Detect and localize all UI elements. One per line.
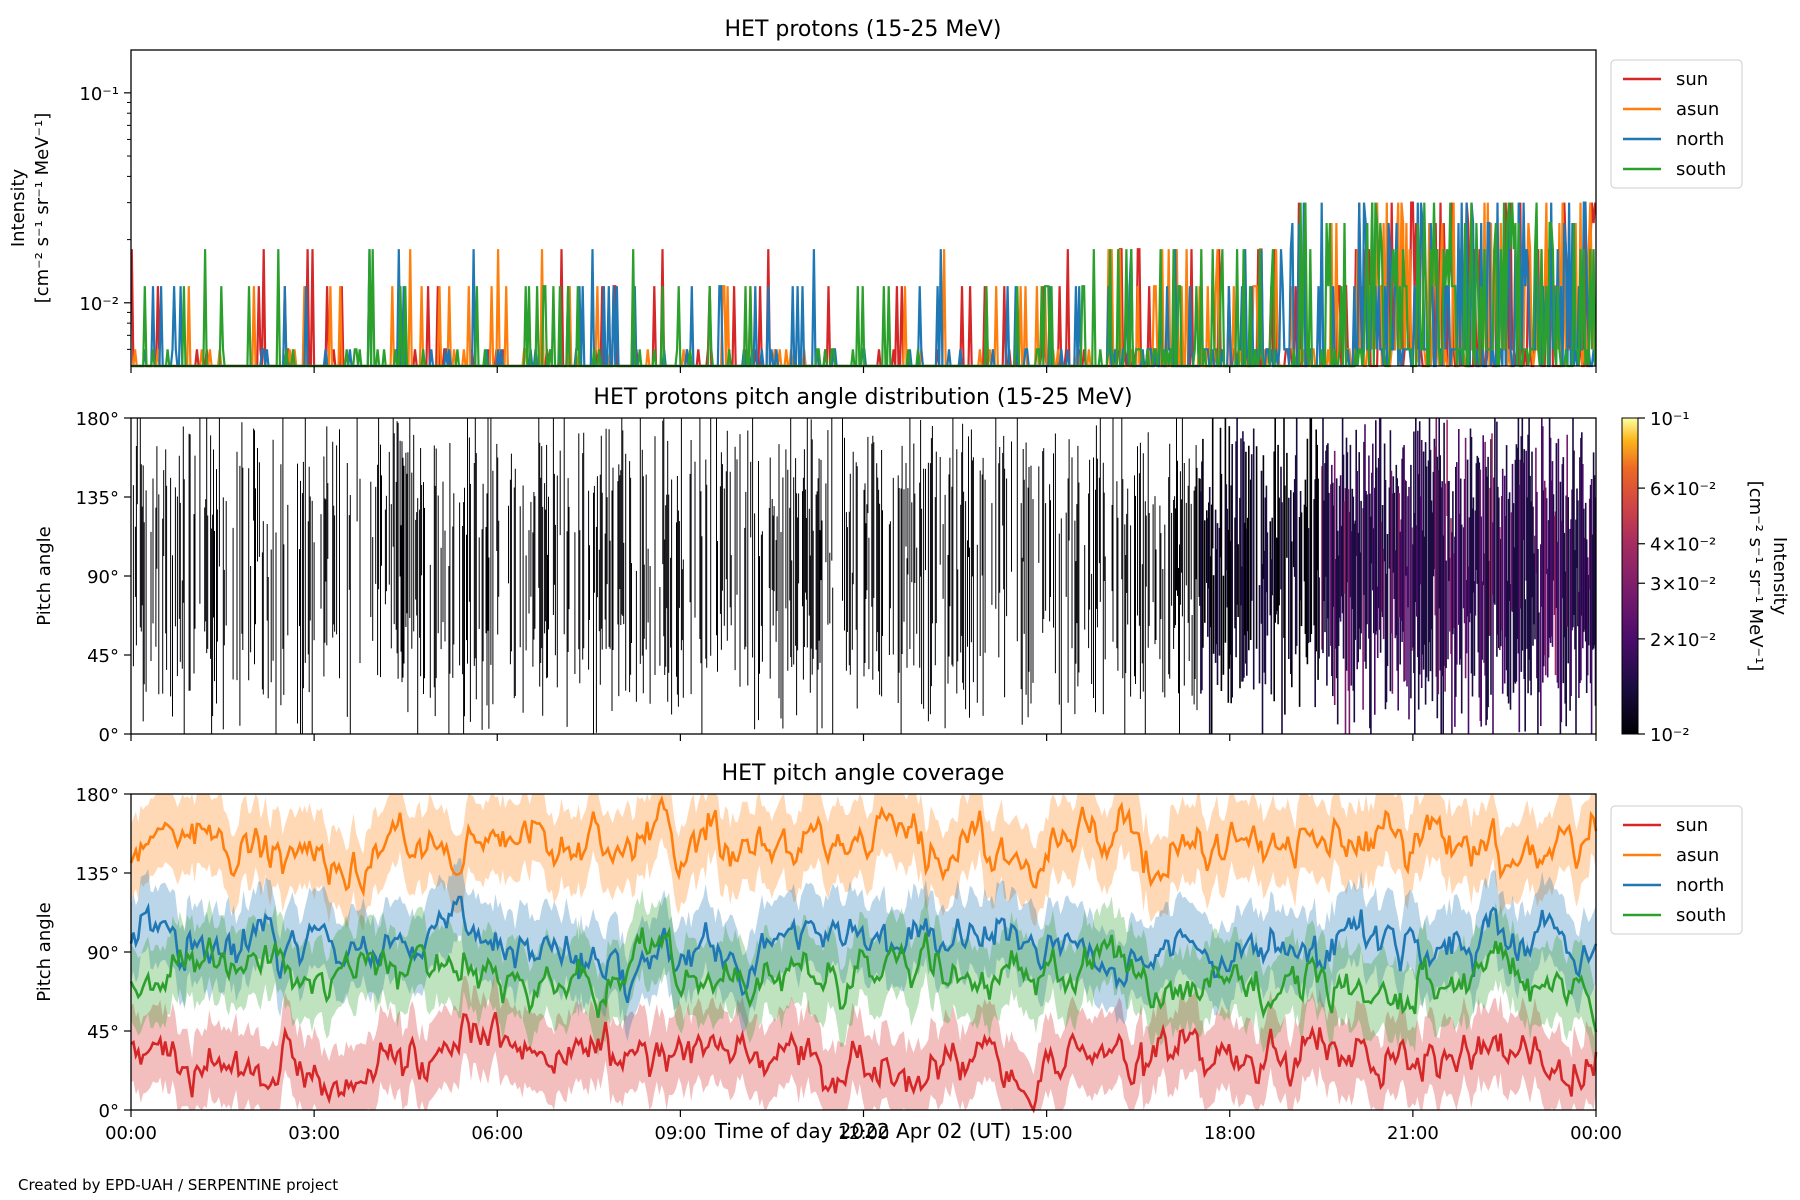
colorbar-tick-label: 6×10⁻² bbox=[1650, 479, 1716, 500]
series-south bbox=[129, 926, 1598, 1033]
panel1-title: HET protons (15-25 MeV) bbox=[725, 17, 1002, 42]
y-tick-label: 90° bbox=[87, 567, 119, 588]
colorbar-tick-label: 2×10⁻² bbox=[1650, 630, 1716, 651]
y-tick-label: 135° bbox=[76, 488, 119, 509]
panel2-xticks bbox=[130, 734, 1597, 741]
legend-label-north: north bbox=[1676, 875, 1724, 896]
y-tick-label: 45° bbox=[87, 1022, 119, 1043]
x-tick-label: 15:00 bbox=[1021, 1123, 1073, 1144]
panel3-ylabel: Pitch angle bbox=[34, 902, 55, 1001]
panel3-title: HET pitch angle coverage bbox=[722, 761, 1005, 786]
panel3-legend: sun asun north south bbox=[1610, 805, 1743, 935]
band-sun bbox=[131, 973, 1596, 1110]
legend-label-asun: asun bbox=[1676, 845, 1719, 866]
legend-label-south: south bbox=[1676, 905, 1726, 926]
legend-label-sun: sun bbox=[1676, 69, 1708, 90]
panel1-series bbox=[130, 201, 1597, 368]
panel-intensity: HET protons (15-25 MeV) 10⁻¹ 10⁻² Intensi… bbox=[8, 17, 1743, 373]
legend-box bbox=[1610, 59, 1743, 189]
panel3-yticks: 0° 45° 90° 135° 180° bbox=[76, 785, 131, 1122]
colorbar-tick-label: 10⁻² bbox=[1650, 725, 1690, 746]
panel3-series bbox=[129, 794, 1598, 1114]
x-tick-label: 00:00 bbox=[1570, 1123, 1622, 1144]
band-north bbox=[131, 858, 1596, 1042]
colorbar-label-line1: Intensity bbox=[1769, 537, 1790, 616]
y-tick-label: 180° bbox=[76, 785, 119, 806]
legend-label-sun: sun bbox=[1676, 815, 1708, 836]
legend-label-asun: asun bbox=[1676, 99, 1719, 120]
x-tick-label: 21:00 bbox=[1387, 1123, 1439, 1144]
y-tick-label: 135° bbox=[76, 864, 119, 885]
panel2-title: HET protons pitch angle distribution (15… bbox=[593, 385, 1132, 410]
panel3-xticks: 00:00 03:00 06:00 09:00 12:00 15:00 18:00 21:00… bbox=[105, 1110, 1622, 1144]
series-north bbox=[129, 895, 1598, 1004]
legend-label-south: south bbox=[1676, 159, 1726, 180]
colorbar bbox=[1621, 417, 1639, 735]
panel-coverage: HET pitch angle coverage 0° 45° 90° 135° 180… bbox=[34, 761, 1743, 1144]
panel-pad: HET protons pitch angle distribution (15… bbox=[34, 385, 1790, 746]
panel1-ylabel-line1: Intensity bbox=[8, 168, 29, 247]
colorbar-tick-label: 3×10⁻² bbox=[1650, 574, 1716, 595]
footer-credit: Created by EPD-UAH / SERPENTINE project bbox=[18, 1176, 339, 1194]
y-tick-label: 0° bbox=[99, 725, 119, 746]
y-tick-label: 0° bbox=[99, 1101, 119, 1122]
series-asun bbox=[129, 794, 1598, 898]
panel2-heatmap bbox=[132, 418, 1597, 734]
panel1-xticks bbox=[130, 366, 1597, 373]
y-tick-label: 180° bbox=[76, 409, 119, 430]
colorbar-label-line2: [cm⁻² s⁻¹ sr⁻¹ MeV⁻¹] bbox=[1745, 481, 1766, 672]
series-sun bbox=[130, 1012, 1598, 1114]
x-tick-label: 12:00 bbox=[838, 1123, 890, 1144]
x-axis-label: Time of day 2022 Apr 02 (UT) bbox=[714, 1119, 1012, 1143]
panel1-yticks: 10⁻¹ 10⁻² bbox=[79, 84, 131, 350]
x-tick-label: 06:00 bbox=[471, 1123, 523, 1144]
panel2-yticks: 0° 45° 90° 135° 180° bbox=[76, 409, 131, 746]
y-tick-label: 10⁻² bbox=[79, 294, 119, 315]
colorbar-ticks: 10⁻¹ 6×10⁻² 4×10⁻² 3×10⁻² 2×10⁻² 10⁻² bbox=[1638, 409, 1716, 746]
x-tick-label: 09:00 bbox=[654, 1123, 706, 1144]
colorbar-tick-label: 10⁻¹ bbox=[1650, 409, 1690, 430]
panel1-ylabel-line2: [cm⁻² s⁻¹ sr⁻¹ MeV⁻¹] bbox=[32, 113, 53, 304]
legend-box bbox=[1610, 805, 1743, 935]
panel1-legend: sun asun north south bbox=[1610, 59, 1743, 189]
colorbar-tick-label: 4×10⁻² bbox=[1650, 535, 1716, 556]
y-tick-label: 90° bbox=[87, 943, 119, 964]
y-tick-label: 10⁻¹ bbox=[79, 84, 119, 105]
y-tick-label: 45° bbox=[87, 646, 119, 667]
band-south bbox=[131, 889, 1596, 1071]
x-tick-label: 03:00 bbox=[288, 1123, 340, 1144]
legend-label-north: north bbox=[1676, 129, 1724, 150]
x-tick-label: 18:00 bbox=[1204, 1123, 1256, 1144]
panel2-ylabel: Pitch angle bbox=[34, 526, 55, 625]
x-tick-label: 00:00 bbox=[105, 1123, 157, 1144]
